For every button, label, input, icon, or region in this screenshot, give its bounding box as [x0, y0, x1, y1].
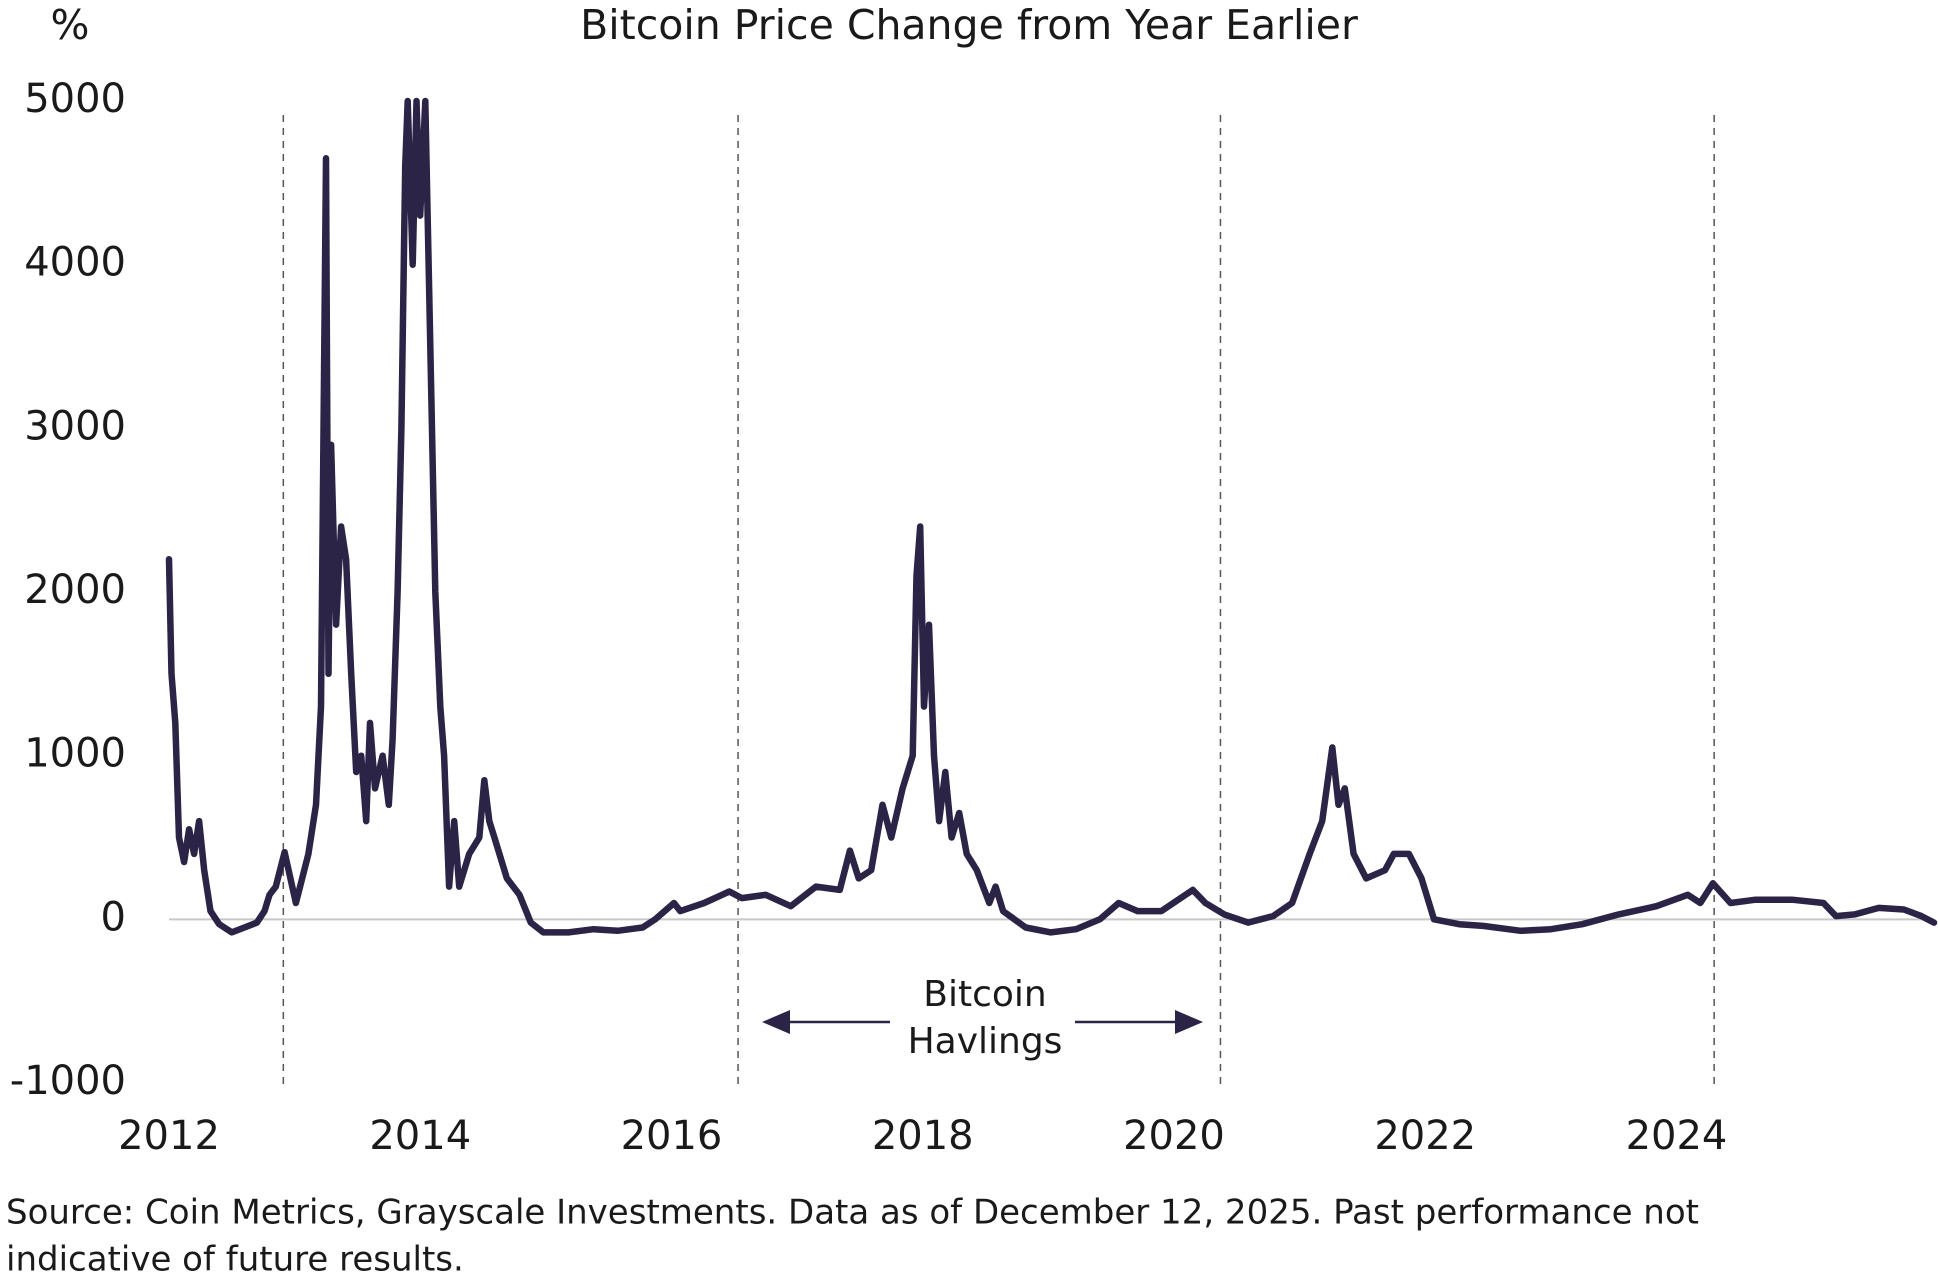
y-axis-label: %	[51, 1, 90, 49]
x-tick-label: 2014	[369, 1113, 471, 1159]
x-tick-label: 2024	[1626, 1113, 1728, 1159]
y-tick-label: 1000	[24, 731, 126, 777]
x-tick-label: 2016	[621, 1113, 723, 1159]
data-line	[165, 97, 1938, 936]
y-tick-label: 3000	[24, 403, 126, 449]
x-tick-label: 2018	[872, 1113, 974, 1159]
x-tick-label: 2020	[1123, 1113, 1225, 1159]
annotation: Havlings	[908, 1021, 1063, 1062]
x-tick-label: 2012	[118, 1113, 220, 1159]
arrow-head	[1175, 1010, 1203, 1034]
y-tick-label: 5000	[24, 76, 126, 122]
annotation: Bitcoin	[923, 974, 1046, 1015]
y-tick-label: 2000	[24, 567, 126, 613]
x-tick-label: 2022	[1374, 1113, 1476, 1159]
y-tick-label: 4000	[24, 240, 126, 286]
source-note: Source: Coin Metrics, Grayscale Investme…	[6, 1193, 1699, 1233]
chart-title: Bitcoin Price Change from Year Earlier	[580, 1, 1358, 49]
y-tick-label: -1000	[10, 1058, 126, 1104]
y-tick-label: 0	[101, 894, 126, 940]
annotation-arrows	[762, 1010, 1203, 1034]
source-note: indicative of future results.	[6, 1240, 464, 1280]
arrow-head	[762, 1010, 790, 1034]
